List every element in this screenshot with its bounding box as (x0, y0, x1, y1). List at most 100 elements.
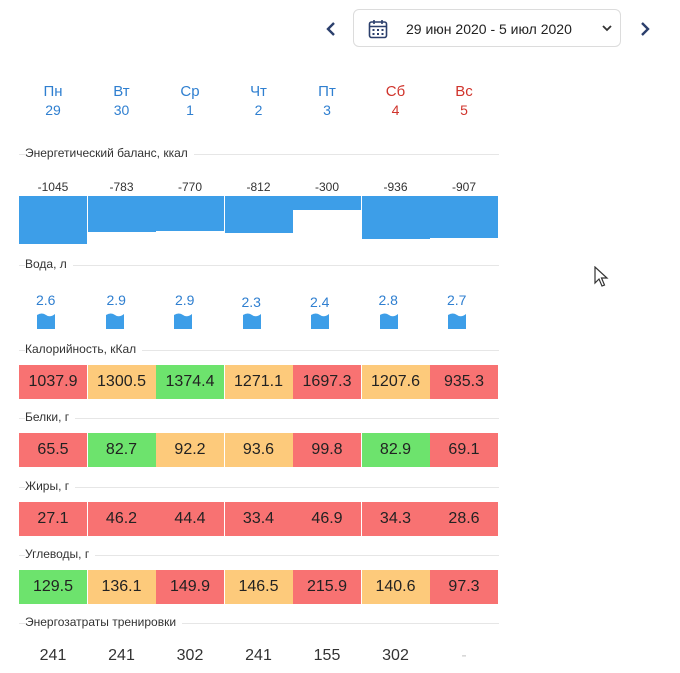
chevron-left-icon (326, 22, 335, 36)
date-navigation: 29 июн 2020 - 5 июл 2020 (0, 0, 680, 60)
day-header[interactable]: Вс 5 (430, 82, 498, 120)
energy-balance-bar (156, 196, 224, 232)
carbs-row: 129.5 136.1 149.9 146.5 215.9 140.6 97.3 (19, 570, 498, 605)
proteins-cell: 99.8 (293, 433, 361, 467)
calories-row: 1037.9 1300.5 1374.4 1271.1 1697.3 1207.6 935.… (19, 365, 498, 400)
prev-week-button[interactable] (320, 18, 342, 40)
carbs-cell: 97.3 (430, 570, 498, 604)
fats-cell: 34.3 (361, 502, 430, 536)
calories-cell: 1037.9 (19, 365, 87, 399)
section-title: Белки, г (25, 410, 76, 424)
energy-balance-label: -770 (177, 180, 203, 194)
calories-cell: 1697.3 (293, 365, 361, 399)
fats-cell: 46.2 (87, 502, 156, 536)
week-days-header: Пн 29 Вт 30 Ср 1 Чт 2 Пт 3 Сб 4 Вс 5 (19, 82, 498, 122)
water-value: 2.7 (447, 292, 467, 308)
day-header[interactable]: Пн 29 (19, 82, 87, 120)
water-glass-icon (448, 313, 466, 329)
day-number: 5 (460, 102, 468, 118)
water-value: 2.8 (378, 292, 398, 308)
day-number: 1 (186, 102, 194, 118)
water-glass-icon (105, 313, 124, 329)
energy-balance-label: -1045 (37, 180, 69, 194)
calories-cell: 1207.6 (361, 365, 430, 399)
calendar-icon (368, 20, 388, 39)
proteins-cell: 93.6 (224, 433, 293, 467)
water-glass-icon (174, 313, 192, 329)
water-value: 2.3 (241, 294, 261, 310)
day-number: 2 (254, 102, 263, 118)
water-glass-icon (37, 313, 55, 329)
section-title: Энергетический баланс, ккал (25, 146, 194, 160)
energy-balance-bar (361, 196, 430, 239)
carbs-cell: 146.5 (224, 570, 293, 604)
day-header[interactable]: Пт 3 (293, 82, 361, 120)
proteins-cell: 82.7 (87, 433, 156, 467)
day-name: Вт (113, 83, 130, 100)
energy-balance-bar (430, 196, 498, 238)
carbs-cell: 136.1 (87, 570, 156, 604)
energy-balance-label: -783 (109, 180, 134, 194)
carbs-cell: 149.9 (156, 570, 224, 604)
section-title: Калорийность, кКал (25, 342, 143, 356)
carbs-cell: 215.9 (293, 570, 361, 604)
day-header[interactable]: Ср 1 (156, 82, 224, 120)
training-value: - (461, 647, 467, 664)
chevron-right-icon (641, 22, 650, 36)
energy-balance-bar (87, 196, 156, 232)
energy-balance-bar (293, 196, 361, 210)
proteins-cell: 65.5 (19, 433, 87, 467)
fats-cell: 28.6 (430, 502, 498, 536)
water-value: 2.9 (175, 292, 195, 308)
energy-balance-label: -907 (451, 180, 477, 194)
fats-row: 27.1 46.2 44.4 33.4 46.9 34.3 28.6 (19, 502, 498, 537)
day-name: Пт (318, 83, 336, 100)
training-value: 155 (313, 647, 341, 664)
proteins-cell: 82.9 (361, 433, 430, 467)
date-range-select[interactable]: 29 июн 2020 - 5 июл 2020 (353, 9, 621, 47)
day-header[interactable]: Вт 30 (88, 82, 156, 120)
calories-cell: 1300.5 (87, 365, 156, 399)
water-glass-icon (311, 313, 329, 329)
day-number: 29 (45, 102, 61, 118)
section-title: Вода, л (25, 257, 73, 271)
water-glass-icon (242, 313, 261, 329)
carbs-cell: 140.6 (361, 570, 430, 604)
day-name: Сб (385, 83, 406, 100)
proteins-cell: 69.1 (430, 433, 498, 467)
fats-cell: 46.9 (293, 502, 361, 536)
next-week-button[interactable] (634, 18, 656, 40)
day-name: Чт (250, 83, 267, 100)
energy-balance-label: -812 (246, 180, 271, 194)
fats-cell: 33.4 (224, 502, 293, 536)
carbs-cell: 129.5 (19, 570, 87, 604)
day-name: Пн (43, 83, 63, 100)
day-name: Ср (180, 83, 200, 100)
day-header[interactable]: Сб 4 (362, 82, 430, 120)
training-value: 302 (382, 647, 409, 664)
energy-balance-bar (19, 196, 87, 244)
energy-balance-label: -300 (314, 180, 340, 194)
fats-cell: 44.4 (156, 502, 224, 536)
mouse-cursor-icon (594, 266, 609, 287)
proteins-row: 65.5 82.7 92.2 93.6 99.8 82.9 69.1 (19, 433, 498, 468)
calories-cell: 1374.4 (156, 365, 224, 399)
water-value: 2.6 (36, 292, 56, 308)
water-value: 2.9 (106, 292, 126, 308)
chevron-down-icon (602, 25, 612, 32)
day-number: 30 (113, 102, 130, 118)
calories-cell: 1271.1 (224, 365, 293, 399)
water-value: 2.4 (310, 294, 330, 310)
training-value: 241 (108, 647, 135, 664)
energy-balance-label: -936 (383, 180, 408, 194)
section-title: Жиры, г (25, 479, 76, 493)
energy-balance-bar (224, 196, 293, 234)
training-value: 241 (245, 647, 272, 664)
day-number: 4 (391, 102, 400, 118)
section-title: Углеводы, г (25, 547, 96, 561)
day-number: 3 (323, 102, 331, 118)
fats-cell: 27.1 (19, 502, 87, 536)
training-value: 302 (176, 647, 204, 664)
water-glass-icon (379, 313, 398, 329)
day-header[interactable]: Чт 2 (225, 82, 293, 120)
